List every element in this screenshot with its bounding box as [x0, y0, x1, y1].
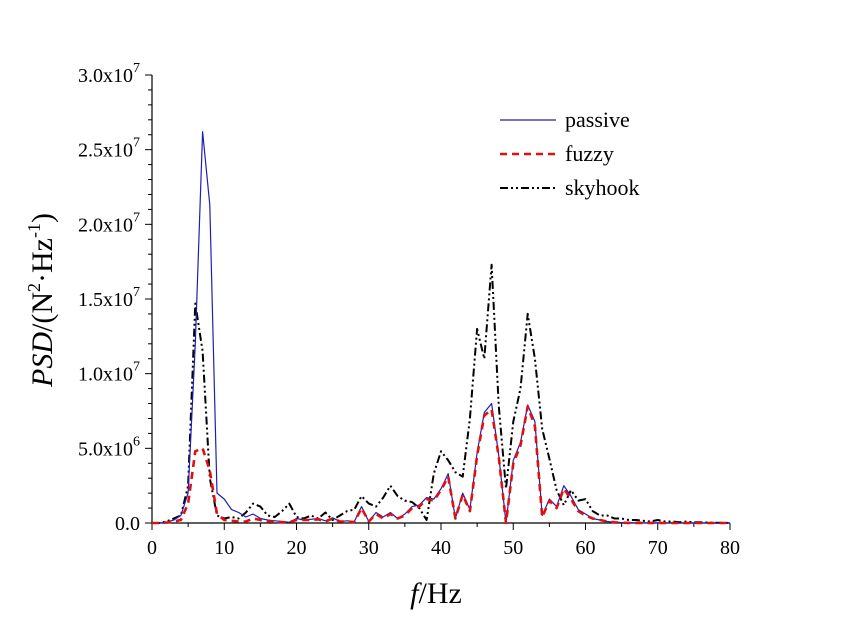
y-tick-label: 1.5x107 — [78, 285, 140, 311]
series-line-passive — [152, 131, 730, 524]
y-axis-title: PSD/(N2·Hz-1) — [24, 213, 59, 388]
y-tick-label: 2.0x107 — [78, 210, 140, 236]
y-tick-label: 2.5x107 — [78, 136, 140, 162]
legend-label-fuzzy: fuzzy — [565, 141, 614, 166]
x-tick-label: 20 — [287, 537, 307, 559]
legend: passive fuzzy skyhook — [500, 107, 640, 200]
legend-label-passive: passive — [565, 107, 630, 132]
y-tick-label: 5.0x106 — [78, 434, 140, 460]
legend-label-skyhook: skyhook — [565, 175, 640, 200]
x-tick-label: 50 — [503, 537, 523, 559]
x-tick-label: 10 — [214, 537, 234, 559]
x-tick-label: 70 — [648, 537, 668, 559]
x-tick-label: 0 — [147, 537, 157, 559]
tick-labels: 0 10 20 30 40 50 60 70 80 0.0 5.0x106 1.0x107 1.5x10… — [78, 61, 740, 559]
series-line-fuzzy — [152, 405, 730, 525]
series-lines — [152, 131, 730, 525]
series-line-skyhook — [152, 263, 730, 524]
y-tick-label: 3.0x107 — [78, 61, 140, 87]
x-tick-label: 30 — [359, 537, 379, 559]
x-tick-label: 80 — [720, 537, 740, 559]
x-axis-title: f/Hz — [410, 577, 462, 610]
y-tick-label: 1.0x107 — [78, 360, 140, 386]
x-tick-label: 60 — [576, 537, 596, 559]
y-tick-label: 0.0 — [115, 513, 140, 535]
x-tick-label: 40 — [431, 537, 451, 559]
